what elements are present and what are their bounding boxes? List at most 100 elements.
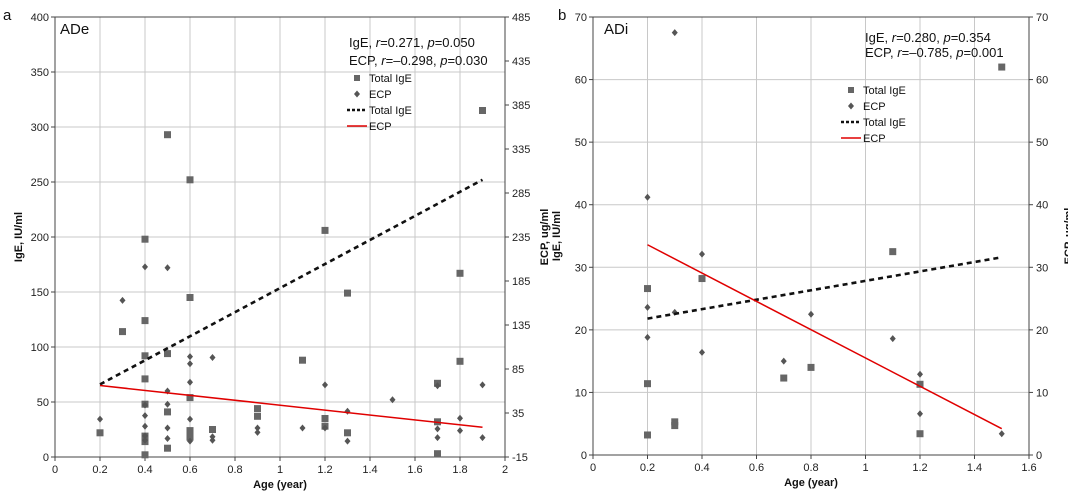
x-tick-label: 1.6	[407, 464, 422, 476]
data-point-ecp	[209, 354, 216, 362]
y2-tick-label: 335	[512, 144, 530, 156]
x-tick-label: 1.4	[362, 464, 377, 476]
y2-tick-label: 10	[1036, 387, 1048, 399]
x-tick-label: 0.4	[137, 464, 152, 476]
y2-tick-label: 485	[512, 12, 530, 24]
y-tick-label: 250	[31, 177, 49, 189]
data-point-ecp	[457, 414, 463, 422]
x-tick-label: 1.2	[317, 464, 332, 476]
data-point-total-ige	[164, 408, 171, 416]
data-point-total-ige	[96, 429, 104, 437]
y-tick-label: 10	[575, 387, 587, 399]
panel-ade: 0 0.2 0.4 0.6 0.8 1 1.2 1.4 1.6 1.8 2 0 50 100 150 200 2…	[3, 7, 551, 491]
data-point-ecp	[119, 296, 126, 304]
x-tick-label: 0.8	[803, 462, 818, 474]
data-point-ecp	[998, 430, 1005, 438]
data-point-total-ige	[644, 380, 651, 388]
trendline-ecp	[647, 244, 1003, 430]
data-point-total-ige	[344, 429, 351, 437]
legend-label: Total IgE	[863, 117, 906, 129]
y2-tick-label: 135	[512, 320, 530, 332]
data-point-total-ige	[186, 427, 194, 435]
x-tick-label: 1.2	[912, 462, 927, 474]
x-axis-label: Age (year)	[253, 479, 307, 491]
y2-tick-label: 70	[1036, 12, 1048, 24]
y2-axis-label: ECP, ug/ml	[539, 209, 551, 266]
data-point-ecp	[142, 436, 148, 444]
y-tick-label: 50	[37, 397, 49, 409]
panel-title: ADi	[604, 21, 628, 38]
data-point-ecp	[434, 425, 441, 433]
x-tick-label: 1	[277, 464, 283, 476]
data-point-total-ige	[321, 415, 329, 422]
data-point-total-ige	[916, 380, 924, 388]
trendline-total-ige	[99, 178, 484, 386]
data-point-ecp	[699, 250, 705, 258]
data-point-ecp	[209, 433, 216, 441]
data-point-total-ige	[164, 350, 171, 358]
y-axis-label: IgE, IU/ml	[13, 212, 25, 262]
data-point-total-ige	[434, 450, 441, 458]
x-tick-label: 0.6	[182, 464, 197, 476]
y-tick-label: 350	[31, 67, 49, 79]
y-tick-label: 200	[31, 232, 49, 244]
panel-title: ADe	[60, 21, 89, 38]
data-point-ecp	[479, 434, 486, 442]
y2-axis-label: ECP, ug/ml	[1063, 208, 1068, 265]
data-point-ecp	[97, 415, 103, 423]
data-point-ecp	[164, 400, 171, 408]
y-tick-label: 60	[575, 75, 587, 87]
x-tick-label: 1.4	[967, 462, 982, 474]
y2-tick-label: 0	[1036, 450, 1042, 462]
stats-annotation: ECP, r=–0.298, p=0.030	[349, 53, 488, 68]
stats-annotation: IgE, r=0.280, p=0.354	[865, 30, 991, 45]
y2-tick-label: 20	[1036, 325, 1048, 337]
data-point-ecp	[254, 428, 261, 436]
y2-tick-label: 60	[1036, 75, 1048, 87]
legend-label: ECP	[369, 89, 392, 101]
x-tick-label: 0.8	[227, 464, 242, 476]
x-tick-label: 0	[590, 462, 596, 474]
legend: Total IgE ECP Total IgE ECP	[841, 85, 906, 145]
data-point-ecp	[299, 424, 306, 432]
y-tick-label: 150	[31, 287, 49, 299]
y-tick-label: 40	[575, 200, 587, 212]
y-tick-label: 30	[575, 262, 587, 274]
data-point-ecp	[187, 437, 193, 445]
panel-label: a	[3, 7, 12, 24]
data-point-ecp	[142, 401, 148, 409]
data-point-total-ige	[698, 275, 706, 283]
y2-tick-label: 235	[512, 232, 530, 244]
y2-tick-label: 385	[512, 100, 530, 112]
y2-tick-label: 285	[512, 188, 530, 200]
x-tick-label: 1.6	[1021, 462, 1036, 474]
data-point-ecp	[164, 435, 171, 443]
plot-frame	[592, 16, 1030, 456]
data-point-total-ige	[299, 356, 306, 364]
y-axis-label: IgE, IU/ml	[551, 211, 563, 261]
data-point-total-ige	[141, 451, 149, 459]
data-point-total-ige	[164, 444, 171, 452]
data-point-ecp	[434, 434, 441, 442]
y-tick-label: 300	[31, 122, 49, 134]
y2-tick-label: -15	[512, 452, 528, 464]
data-point-ecp	[780, 357, 787, 365]
data-point-ecp	[209, 436, 216, 444]
data-point-ecp	[917, 370, 923, 378]
data-point-ecp	[434, 382, 441, 390]
y-tick-label: 20	[575, 325, 587, 337]
data-point-ecp	[644, 303, 651, 311]
legend-label: ECP	[863, 133, 886, 145]
data-point-ecp	[142, 412, 148, 420]
data-point-total-ige	[186, 294, 194, 301]
data-point-total-ige	[807, 363, 815, 371]
x-tick-label: 0.2	[640, 462, 655, 474]
x-tick-label: 2	[502, 464, 508, 476]
legend-swatch-square	[354, 75, 360, 81]
x-axis-label: Age (year)	[784, 477, 838, 489]
stats-annotation: ECP, r=–0.785, p=0.001	[865, 45, 1004, 60]
x-tick-label: 1	[862, 462, 868, 474]
data-point-total-ige	[456, 269, 464, 277]
data-point-total-ige	[780, 374, 788, 382]
y2-tick-label: 30	[1036, 262, 1048, 274]
